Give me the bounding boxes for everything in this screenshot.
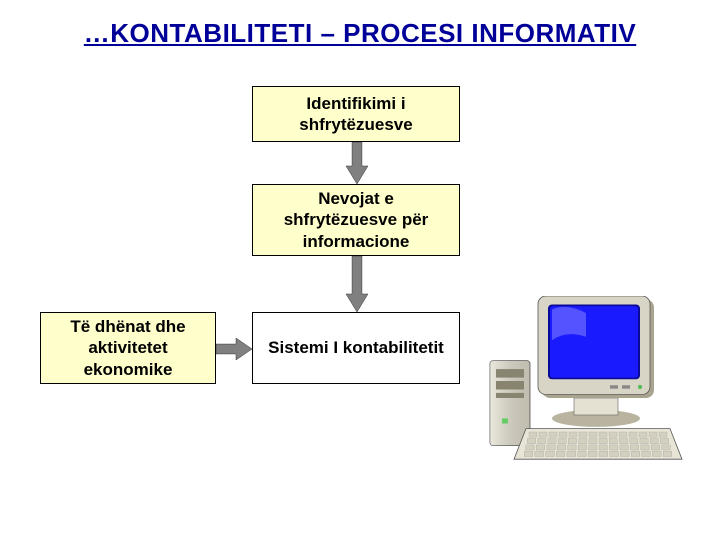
box-tedhenat-label: Të dhënat dhe aktivitetet ekonomike xyxy=(49,316,207,380)
box-nevojat-label: Nevojat e shfrytëzuesve për informacione xyxy=(261,188,451,252)
computer-icon xyxy=(486,296,686,466)
arrow-right-1 xyxy=(216,338,252,360)
arrow-down-1 xyxy=(346,142,368,184)
page-title: …KONTABILITETI – PROCESI INFORMATIV xyxy=(0,18,720,49)
box-tedhenat: Të dhënat dhe aktivitetet ekonomike xyxy=(40,312,216,384)
box-identifikimi: Identifikimi i shfrytëzuesve xyxy=(252,86,460,142)
arrow-down-2 xyxy=(346,256,368,312)
box-nevojat: Nevojat e shfrytëzuesve për informacione xyxy=(252,184,460,256)
box-sistemi-label: Sistemi I kontabilitetit xyxy=(268,337,444,358)
box-identifikimi-label: Identifikimi i shfrytëzuesve xyxy=(261,93,451,136)
box-sistemi: Sistemi I kontabilitetit xyxy=(252,312,460,384)
